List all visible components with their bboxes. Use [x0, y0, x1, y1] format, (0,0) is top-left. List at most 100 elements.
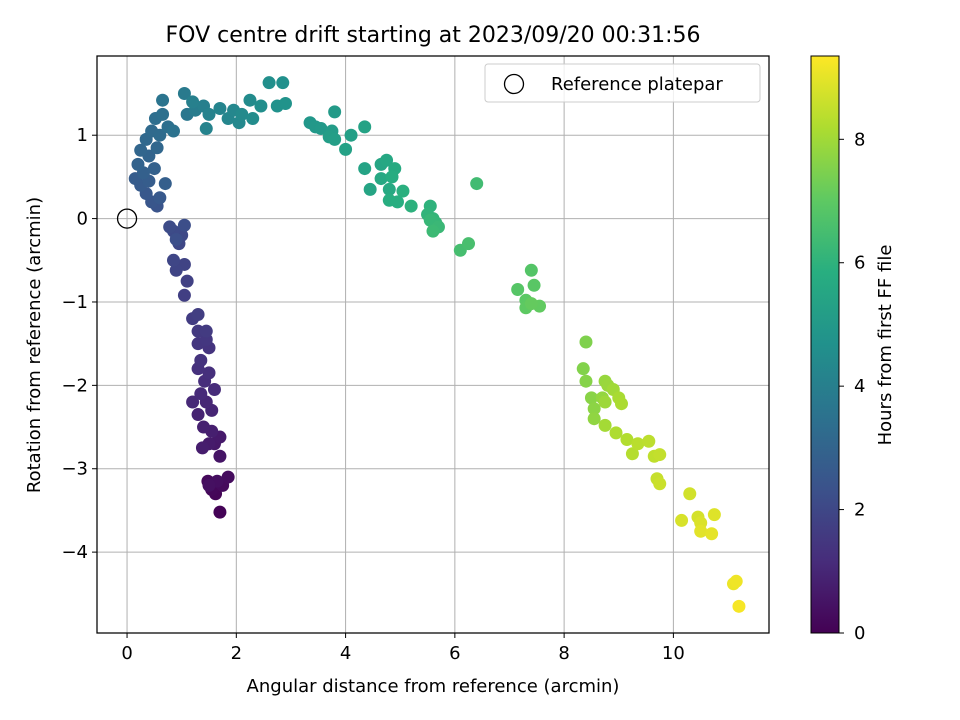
- x-tick-label: 2: [231, 643, 242, 664]
- data-point: [221, 470, 235, 484]
- x-tick-label: 6: [449, 643, 460, 664]
- data-point: [579, 374, 593, 388]
- colorbar: 0 2 4 6 8 Hours from first FF file: [810, 55, 896, 644]
- data-point: [707, 508, 721, 522]
- data-point: [177, 218, 191, 232]
- data-point: [380, 153, 394, 167]
- data-point: [426, 224, 440, 238]
- data-point: [262, 76, 276, 90]
- scatter-points: [128, 76, 746, 613]
- data-point: [195, 441, 209, 455]
- data-point: [524, 297, 538, 311]
- data-point: [194, 387, 208, 401]
- data-point: [598, 418, 612, 432]
- data-point: [620, 433, 634, 447]
- data-point: [705, 527, 719, 541]
- colorbar-gradient: [810, 55, 840, 634]
- data-point: [587, 402, 601, 416]
- data-point: [163, 220, 177, 234]
- data-point: [527, 278, 541, 292]
- data-point: [186, 395, 200, 409]
- data-point: [177, 288, 191, 302]
- colorbar-tick-label: 8: [854, 129, 865, 150]
- data-point: [186, 95, 200, 109]
- data-point: [156, 93, 170, 107]
- data-point: [153, 191, 167, 205]
- data-point: [683, 487, 697, 501]
- data-point: [158, 177, 172, 191]
- reference-point: [116, 208, 138, 229]
- data-point: [131, 157, 145, 171]
- legend-box: [484, 63, 761, 103]
- data-point: [202, 107, 216, 121]
- legend-open-circle-marker: [503, 73, 525, 95]
- colorbar-tick-label: 0: [854, 623, 865, 644]
- data-point: [625, 447, 639, 461]
- legend: Reference platepar: [484, 63, 761, 103]
- data-point: [213, 505, 227, 519]
- data-point: [470, 177, 484, 191]
- data-point: [579, 335, 593, 349]
- data-point: [134, 143, 148, 157]
- y-tick-label: −3: [61, 459, 88, 480]
- x-axis: 0 2 4 6 8 10: [121, 633, 685, 664]
- data-point: [246, 112, 260, 126]
- data-point: [339, 142, 353, 156]
- data-point: [609, 426, 623, 440]
- data-point: [202, 478, 216, 492]
- data-point: [584, 391, 598, 405]
- data-point: [576, 362, 590, 376]
- data-point: [191, 408, 205, 422]
- data-point: [199, 122, 213, 136]
- colorbar-ticks: 0 2 4 6 8: [839, 129, 865, 644]
- data-point: [153, 128, 167, 142]
- data-point: [169, 263, 183, 277]
- data-point: [194, 353, 208, 367]
- data-point: [404, 199, 418, 213]
- data-point: [278, 97, 292, 111]
- data-point: [202, 366, 216, 380]
- data-point: [385, 170, 399, 184]
- data-point: [729, 574, 743, 588]
- data-point: [207, 383, 221, 397]
- x-tick-label: 8: [558, 643, 569, 664]
- data-point: [511, 282, 525, 296]
- y-axis: 1 0 −1 −2 −3 −4: [61, 125, 97, 563]
- data-point: [328, 105, 342, 119]
- data-point: [694, 524, 708, 538]
- data-point: [653, 477, 667, 491]
- y-tick-label: −1: [61, 292, 88, 313]
- data-point: [732, 599, 746, 613]
- data-point: [390, 195, 404, 209]
- data-point: [396, 184, 410, 198]
- data-point: [631, 437, 645, 451]
- data-point: [177, 87, 191, 101]
- data-point: [642, 434, 656, 448]
- x-tick-label: 10: [662, 643, 685, 664]
- data-point: [213, 102, 227, 116]
- legend-label: Reference platepar: [551, 74, 723, 95]
- data-point: [358, 120, 372, 134]
- data-point: [614, 397, 628, 411]
- data-point: [191, 307, 205, 321]
- data-point: [653, 448, 667, 462]
- data-point: [147, 162, 161, 176]
- y-tick-label: 1: [77, 125, 88, 146]
- data-point: [169, 232, 183, 246]
- data-point: [254, 99, 268, 113]
- data-point: [462, 237, 476, 251]
- data-point: [156, 107, 170, 121]
- data-point: [199, 324, 213, 338]
- data-point: [598, 395, 612, 409]
- x-tick-label: 0: [121, 643, 132, 664]
- data-point: [328, 132, 342, 146]
- data-point: [587, 412, 601, 426]
- data-point: [358, 162, 372, 176]
- data-point: [344, 128, 358, 142]
- data-point: [276, 76, 290, 90]
- colorbar-label: Hours from first FF file: [875, 245, 896, 446]
- reference-platepar-marker: [116, 208, 138, 229]
- chart-title: FOV centre drift starting at 2023/09/20 …: [166, 23, 701, 48]
